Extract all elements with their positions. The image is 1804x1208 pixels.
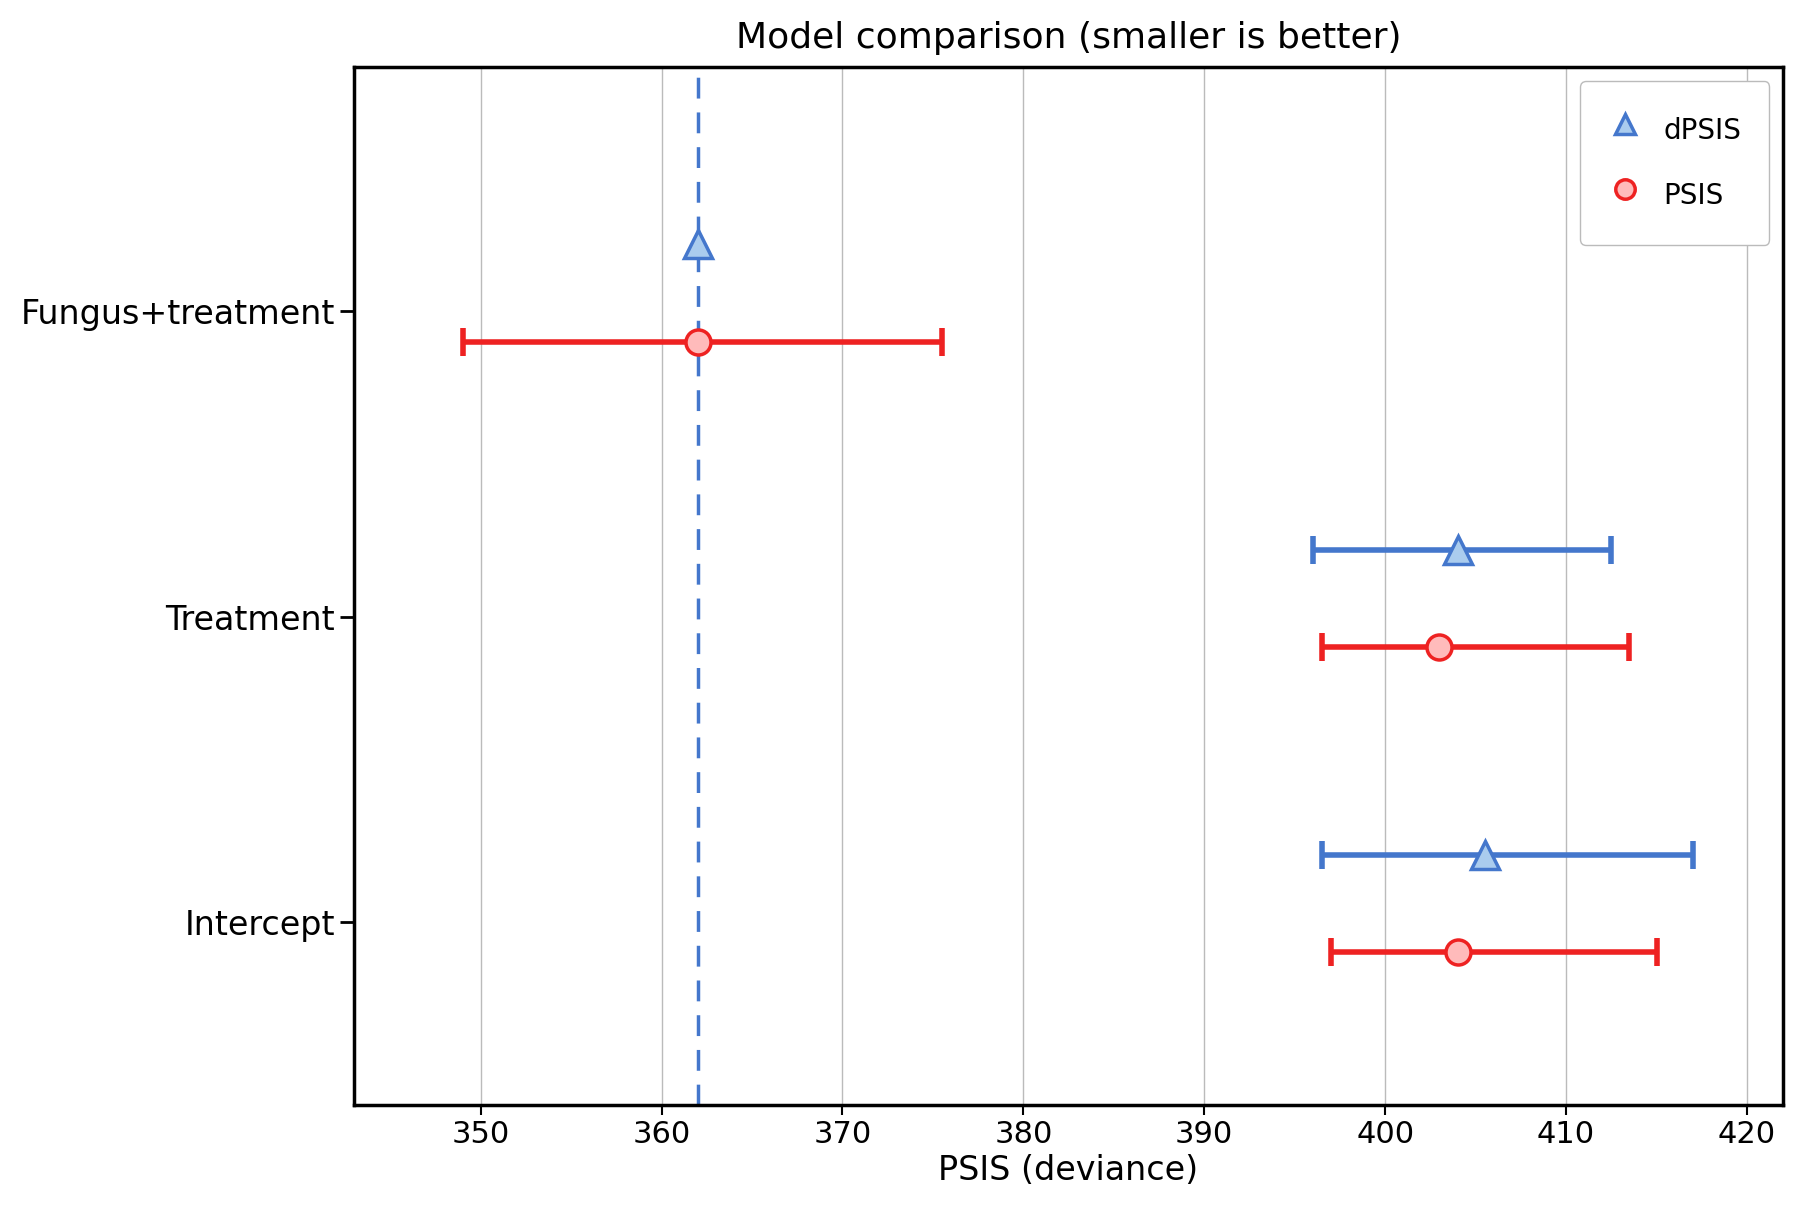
Legend: dPSIS, PSIS: dPSIS, PSIS: [1580, 81, 1770, 245]
Title: Model comparison (smaller is better): Model comparison (smaller is better): [736, 21, 1402, 54]
X-axis label: PSIS (deviance): PSIS (deviance): [938, 1154, 1198, 1187]
